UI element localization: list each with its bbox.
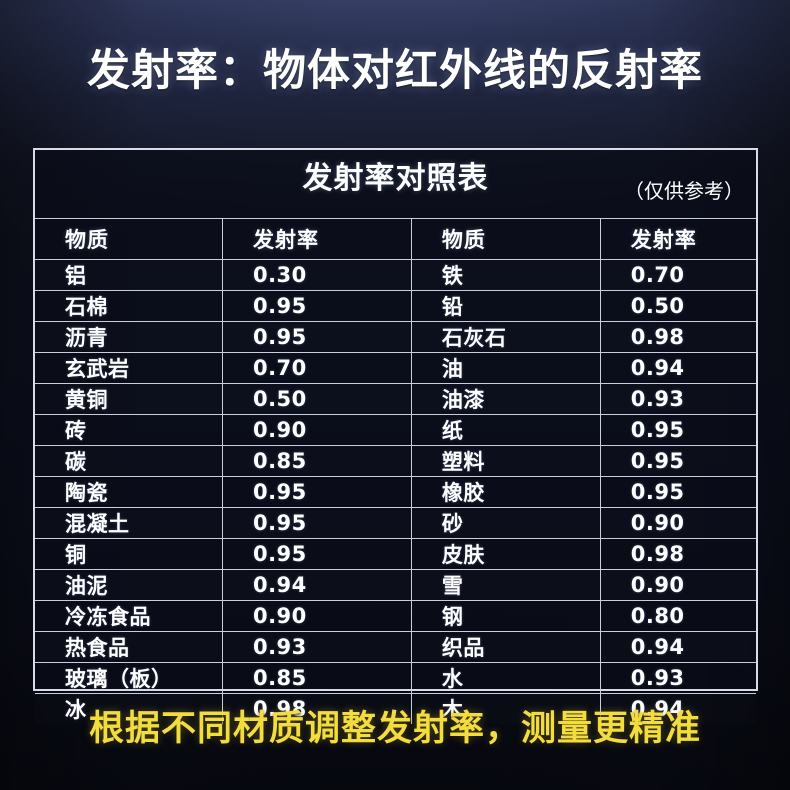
- table-row: 冰 0.98 木 0.94: [35, 693, 756, 724]
- table-row: 碳 0.85 塑料 0.95: [35, 445, 756, 477]
- footer-caption: 根据不同材质调整发射率，测量更精准: [88, 709, 701, 749]
- cell-material-right: 织品: [411, 631, 601, 663]
- cell-value-left: 0.50: [222, 383, 412, 415]
- table-header: 物质 发射率 物质 发射率: [35, 218, 756, 260]
- emissivity-table-frame: 发射率对照表 （仅供参考） 物质 发射率 物质 发射率 铝 0.30 铁 0.70 石棉…: [33, 148, 758, 724]
- cell-value-left: 0.95: [222, 290, 412, 322]
- table-row: 砖 0.90 纸 0.95: [35, 414, 756, 446]
- table-row: 玄武岩 0.70 油 0.94: [35, 352, 756, 384]
- cell-material-left: 玄武岩: [35, 352, 223, 384]
- table-header-row: 物质 发射率 物质 发射率: [35, 218, 756, 260]
- cell-value-left: 0.90: [222, 414, 412, 446]
- cell-value-right: 0.95: [600, 445, 756, 477]
- cell-value-right: 0.70: [600, 259, 756, 291]
- cell-material-right: 橡胶: [411, 476, 601, 508]
- cell-value-left: 0.93: [222, 631, 412, 663]
- cell-material-left: 陶瓷: [35, 476, 223, 508]
- cell-value-right: 0.80: [600, 600, 756, 632]
- cell-material-left: 油泥: [35, 569, 223, 601]
- cell-material-right: 纸: [411, 414, 601, 446]
- cell-material-left: 玻璃（板）: [35, 662, 223, 694]
- cell-value-left: 0.90: [222, 600, 412, 632]
- cell-material-right: 塑料: [411, 445, 601, 477]
- page-title: 发射率：物体对红外线的反射率: [87, 46, 703, 96]
- cell-value-right: 0.94: [600, 352, 756, 384]
- cell-material-left: 热食品: [35, 631, 223, 663]
- cell-material-right: 水: [411, 662, 601, 694]
- cell-value-left: 0.95: [222, 321, 412, 353]
- cell-value-right: 0.95: [600, 476, 756, 508]
- cell-material-left: 黄铜: [35, 383, 223, 415]
- cell-value-right: 0.94: [600, 631, 756, 663]
- cell-material-left: 冰: [35, 693, 223, 724]
- cell-material-left: 铜: [35, 538, 223, 570]
- cell-value-left: 0.70: [222, 352, 412, 384]
- cell-value-left: 0.95: [222, 538, 412, 570]
- table-body: 铝 0.30 铁 0.70 石棉 0.95 铅 0.50 沥青 0.95 石灰石 0.98 玄武岩 0.7…: [35, 259, 756, 724]
- cell-material-left: 碳: [35, 445, 223, 477]
- cell-value-right: 0.90: [600, 507, 756, 539]
- cell-material-right: 雪: [411, 569, 601, 601]
- cell-value-right: 0.95: [600, 414, 756, 446]
- cell-material-right: 油: [411, 352, 601, 384]
- table-note: （仅供参考）: [624, 179, 744, 203]
- cell-value-right: 0.98: [600, 321, 756, 353]
- table-row: 玻璃（板） 0.85 水 0.93: [35, 662, 756, 694]
- cell-material-left: 石棉: [35, 290, 223, 322]
- table-row: 热食品 0.93 织品 0.94: [35, 631, 756, 663]
- cell-material-right: 铅: [411, 290, 601, 322]
- table-row: 石棉 0.95 铅 0.50: [35, 290, 756, 322]
- cell-value-right: 0.94: [600, 693, 756, 724]
- cell-value-right: 0.93: [600, 383, 756, 415]
- column-header-emissivity-left: 发射率: [222, 218, 412, 260]
- cell-value-left: 0.98: [222, 693, 412, 724]
- cell-material-right: 木: [411, 693, 601, 724]
- cell-material-right: 铁: [411, 259, 601, 291]
- table-row: 油泥 0.94 雪 0.90: [35, 569, 756, 601]
- emissivity-table: 物质 发射率 物质 发射率 铝 0.30 铁 0.70 石棉 0.95 铅 0.50 沥青 0.9…: [35, 218, 756, 724]
- table-row: 混凝土 0.95 砂 0.90: [35, 507, 756, 539]
- cell-material-right: 皮肤: [411, 538, 601, 570]
- cell-value-right: 0.50: [600, 290, 756, 322]
- table-row: 铜 0.95 皮肤 0.98: [35, 538, 756, 570]
- column-header-material-left: 物质: [35, 218, 223, 260]
- cell-material-left: 砖: [35, 414, 223, 446]
- cell-material-right: 钢: [411, 600, 601, 632]
- cell-material-right: 石灰石: [411, 321, 601, 353]
- cell-value-right: 0.90: [600, 569, 756, 601]
- cell-value-left: 0.85: [222, 662, 412, 694]
- cell-material-left: 沥青: [35, 321, 223, 353]
- column-header-material-right: 物质: [411, 218, 601, 260]
- cell-material-left: 混凝土: [35, 507, 223, 539]
- cell-material-right: 油漆: [411, 383, 601, 415]
- cell-material-left: 冷冻食品: [35, 600, 223, 632]
- table-row: 铝 0.30 铁 0.70: [35, 259, 756, 291]
- cell-value-left: 0.94: [222, 569, 412, 601]
- cell-value-left: 0.30: [222, 259, 412, 291]
- cell-value-left: 0.85: [222, 445, 412, 477]
- table-caption-bar: 发射率对照表 （仅供参考）: [35, 150, 756, 218]
- cell-material-left: 铝: [35, 259, 223, 291]
- table-row: 沥青 0.95 石灰石 0.98: [35, 321, 756, 353]
- table-row: 黄铜 0.50 油漆 0.93: [35, 383, 756, 415]
- cell-value-left: 0.95: [222, 476, 412, 508]
- cell-value-right: 0.93: [600, 662, 756, 694]
- column-header-emissivity-right: 发射率: [600, 218, 756, 260]
- table-row: 陶瓷 0.95 橡胶 0.95: [35, 476, 756, 508]
- table-title: 发射率对照表: [302, 161, 489, 196]
- cell-material-right: 砂: [411, 507, 601, 539]
- cell-value-right: 0.98: [600, 538, 756, 570]
- cell-value-left: 0.95: [222, 507, 412, 539]
- table-row: 冷冻食品 0.90 钢 0.80: [35, 600, 756, 632]
